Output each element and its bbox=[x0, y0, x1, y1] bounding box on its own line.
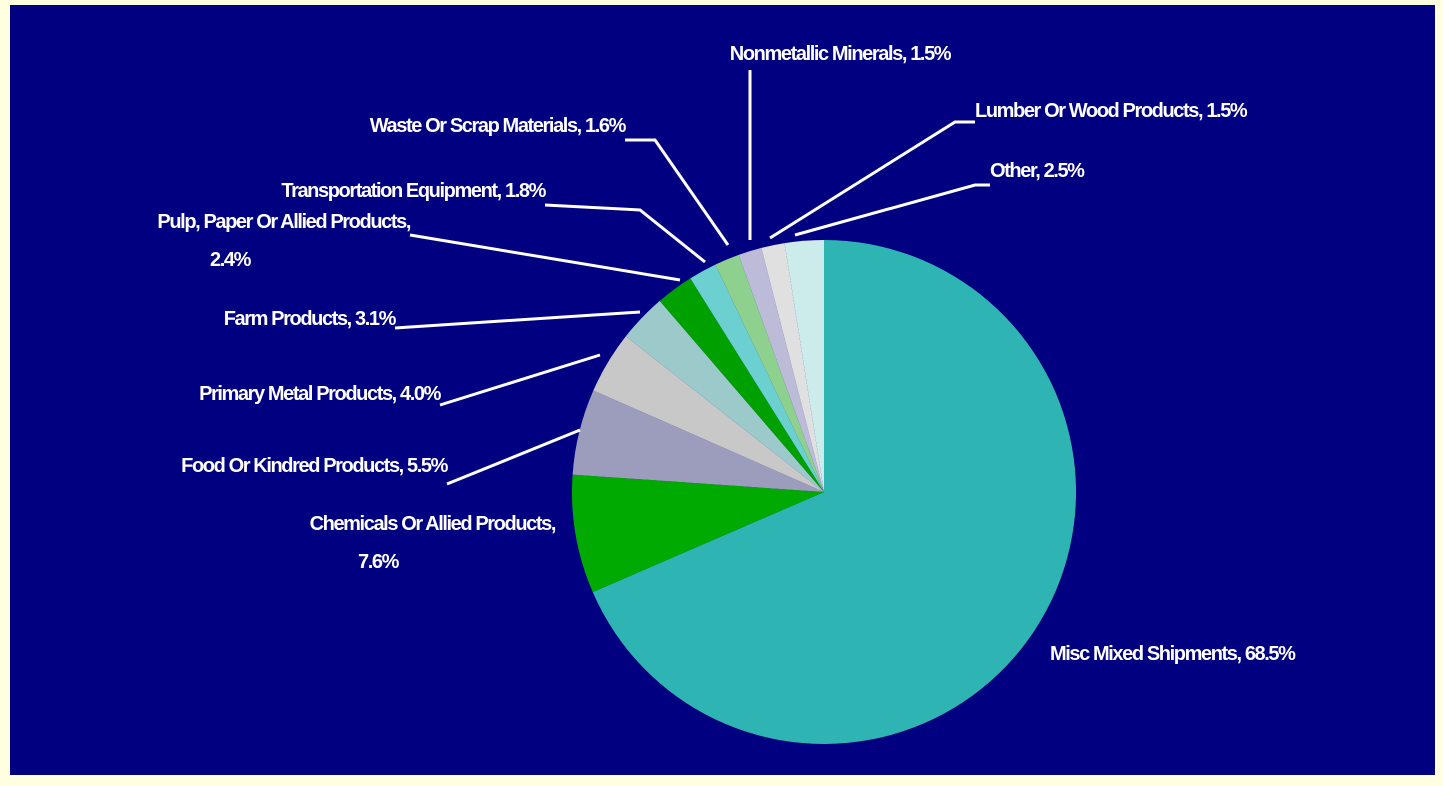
pie-slice bbox=[572, 390, 824, 492]
pie-slice bbox=[761, 243, 824, 492]
category-label: Misc Mixed Shipments, bbox=[1050, 643, 1241, 665]
value-label: 1.5% bbox=[1206, 100, 1248, 122]
leader-line bbox=[394, 310, 641, 330]
value-label: 1.6% bbox=[585, 115, 627, 137]
leader-line bbox=[625, 138, 730, 246]
pie-slice bbox=[659, 278, 824, 492]
slice-label: Pulp, Paper Or Allied Products, bbox=[157, 211, 410, 233]
pie-slice bbox=[593, 336, 824, 492]
pie-slice bbox=[592, 240, 1076, 744]
value-label: 5.5% bbox=[407, 455, 449, 477]
value-label: 4.0% bbox=[400, 383, 442, 405]
value-label: 1.5% bbox=[910, 43, 952, 65]
slice-label: Other, 2.5% bbox=[990, 160, 1085, 182]
slice-label: Nonmetallic Minerals, 1.5% bbox=[730, 43, 952, 65]
slice-label: Misc Mixed Shipments, 68.5% bbox=[1050, 643, 1296, 665]
slice-label: Chemicals Or Allied Products, bbox=[310, 513, 556, 535]
pie-slice bbox=[690, 264, 824, 492]
slice-label: Food Or Kindred Products, 5.5% bbox=[181, 455, 448, 477]
value-label: 68.5% bbox=[1245, 643, 1296, 665]
category-label: Food Or Kindred Products, bbox=[181, 455, 404, 477]
category-label: Pulp, Paper Or Allied Products, bbox=[157, 211, 410, 233]
leader-line bbox=[439, 353, 601, 407]
value-label: 1.8% bbox=[505, 180, 547, 202]
category-label: Nonmetallic Minerals, bbox=[730, 43, 907, 65]
category-label: Primary Metal Products, bbox=[199, 383, 397, 405]
value-label: 3.1% bbox=[355, 308, 397, 330]
category-label: Other, bbox=[990, 160, 1040, 182]
slice-label: Farm Products, 3.1% bbox=[224, 308, 397, 330]
slice-label: Transportation Equipment, 1.8% bbox=[281, 180, 546, 202]
slice-label: Primary Metal Products, 4.0% bbox=[199, 383, 442, 405]
pie-slice bbox=[738, 247, 824, 492]
pie-slice bbox=[572, 474, 824, 593]
category-label: Waste Or Scrap Materials, bbox=[370, 115, 582, 137]
pie-slice bbox=[715, 254, 824, 492]
category-label: Transportation Equipment, bbox=[281, 180, 501, 202]
slice-label: 7.6% bbox=[358, 551, 400, 573]
slice-label: Lumber Or Wood Products, 1.5% bbox=[975, 100, 1248, 122]
slice-label: Waste Or Scrap Materials, 1.6% bbox=[370, 115, 627, 137]
category-label: Chemicals Or Allied Products, bbox=[310, 513, 556, 535]
leader-line bbox=[409, 233, 681, 282]
leader-line bbox=[544, 203, 706, 264]
pie-slice bbox=[784, 240, 824, 492]
leader-line bbox=[794, 183, 990, 237]
value-label: 2.5% bbox=[1044, 160, 1086, 182]
category-label: Lumber Or Wood Products, bbox=[975, 100, 1203, 122]
leader-line bbox=[769, 120, 975, 240]
leader-line bbox=[446, 428, 581, 486]
value-label: 2.4% bbox=[210, 249, 252, 271]
value-label: 7.6% bbox=[358, 551, 400, 573]
category-label: Farm Products, bbox=[224, 308, 352, 330]
pie-slice bbox=[625, 300, 824, 492]
slice-label: 2.4% bbox=[210, 249, 252, 271]
